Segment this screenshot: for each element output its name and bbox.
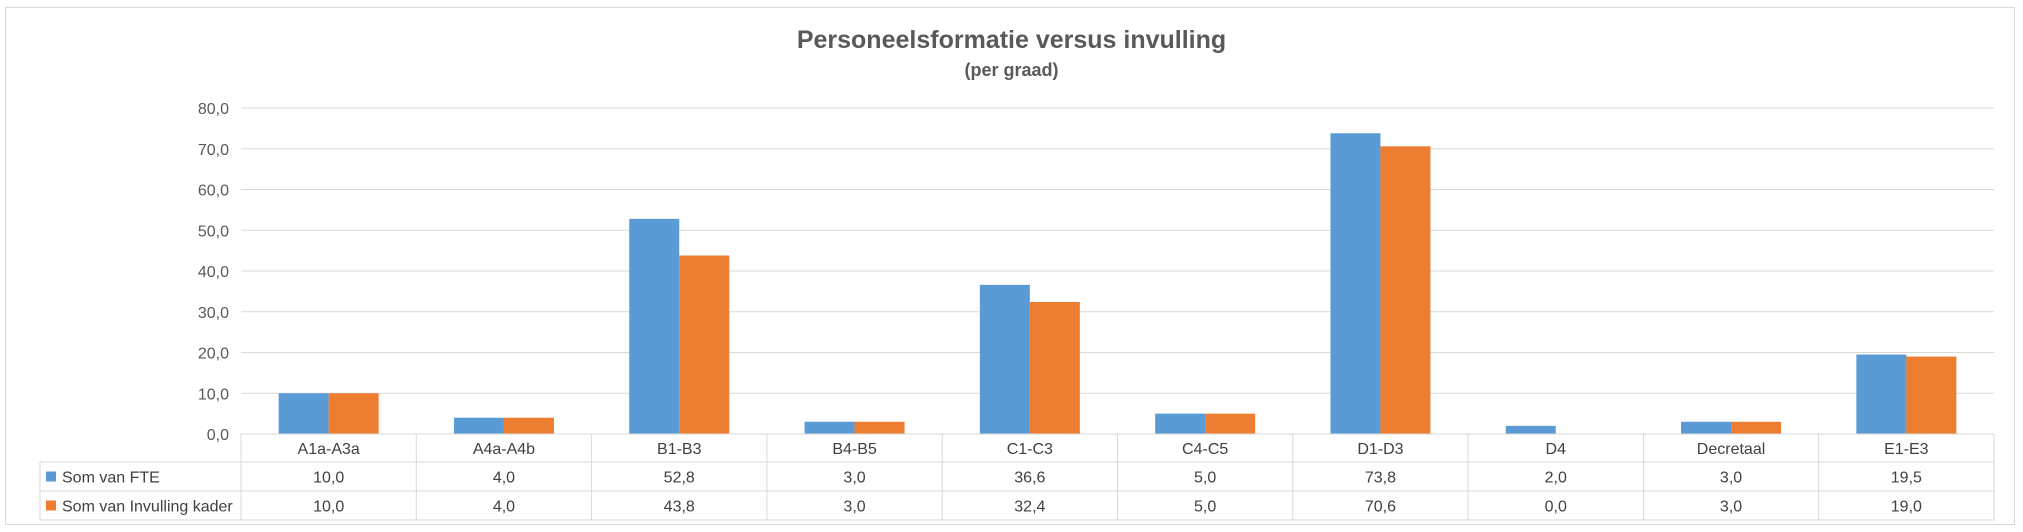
bar-fte <box>278 393 329 434</box>
x-tick-label: A1a-A3a <box>298 441 360 458</box>
data-label: 4,0 <box>493 499 515 516</box>
x-tick-label: C4-C5 <box>1182 441 1228 458</box>
chart-title: Personeelsformatie versus invulling <box>796 26 1227 54</box>
bar-fte <box>979 284 1030 434</box>
data-label: 4,0 <box>493 470 515 487</box>
data-label: 43,8 <box>664 499 695 516</box>
x-tick-label: D4 <box>1546 441 1567 458</box>
y-tick-label: 40,0 <box>198 264 229 281</box>
x-tick-label: C1-C3 <box>1007 441 1053 458</box>
data-label: 32,4 <box>1014 499 1045 516</box>
bar-invulling <box>1029 301 1080 434</box>
y-tick-label: 60,0 <box>198 183 229 200</box>
data-label: 36,6 <box>1014 470 1045 487</box>
bar-invulling <box>1906 356 1957 434</box>
bar-fte <box>629 218 680 434</box>
x-tick-label: Decretaal <box>1697 441 1765 458</box>
data-label: 3,0 <box>1720 499 1742 516</box>
bar-fte <box>804 421 855 434</box>
x-tick-label: B1-B3 <box>657 441 702 458</box>
x-tick-label: E1-E3 <box>1884 441 1929 458</box>
chart-area <box>5 7 2015 525</box>
data-label: 70,6 <box>1365 499 1396 516</box>
data-label: 19,0 <box>1891 499 1922 516</box>
bar-fte <box>1155 413 1206 434</box>
y-tick-label: 50,0 <box>198 223 229 240</box>
bar-fte <box>1330 133 1381 434</box>
bar-invulling <box>679 255 730 434</box>
x-tick-label: D1-D3 <box>1357 441 1403 458</box>
x-tick-label: B4-B5 <box>832 441 877 458</box>
bar-fte <box>1681 421 1732 434</box>
y-tick-label: 20,0 <box>198 346 229 363</box>
bar-fte <box>453 417 504 434</box>
legend-key <box>46 500 56 511</box>
data-label: 10,0 <box>313 499 344 516</box>
bar-invulling <box>1205 413 1256 434</box>
bar-invulling <box>1380 146 1431 434</box>
bar-fte <box>1856 354 1907 434</box>
data-label: 19,5 <box>1891 470 1922 487</box>
chart-subtitle: (per graad) <box>964 60 1059 80</box>
data-label: 73,8 <box>1365 470 1396 487</box>
data-label: 3,0 <box>843 470 865 487</box>
bar-fte <box>1505 425 1556 434</box>
y-tick-label: 30,0 <box>198 305 229 322</box>
data-label: 0,0 <box>1545 499 1567 516</box>
y-tick-label: 0,0 <box>207 427 229 444</box>
data-label: 2,0 <box>1545 470 1567 487</box>
legend-label: Som van FTE <box>62 470 160 487</box>
data-label: 5,0 <box>1194 499 1216 516</box>
bar-invulling <box>854 421 905 434</box>
data-label: 3,0 <box>1720 470 1742 487</box>
legend-key <box>46 471 56 482</box>
y-tick-label: 10,0 <box>198 386 229 403</box>
legend-label: Som van Invulling kader <box>62 499 233 516</box>
data-label: 52,8 <box>664 470 695 487</box>
bar-invulling <box>328 393 379 434</box>
y-tick-label: 80,0 <box>198 101 229 118</box>
bar-invulling <box>1731 421 1782 434</box>
data-label: 10,0 <box>313 470 344 487</box>
data-label: 5,0 <box>1194 470 1216 487</box>
x-tick-label: A4a-A4b <box>473 441 535 458</box>
y-tick-label: 70,0 <box>198 142 229 159</box>
data-label: 3,0 <box>843 499 865 516</box>
bar-invulling <box>503 417 554 434</box>
